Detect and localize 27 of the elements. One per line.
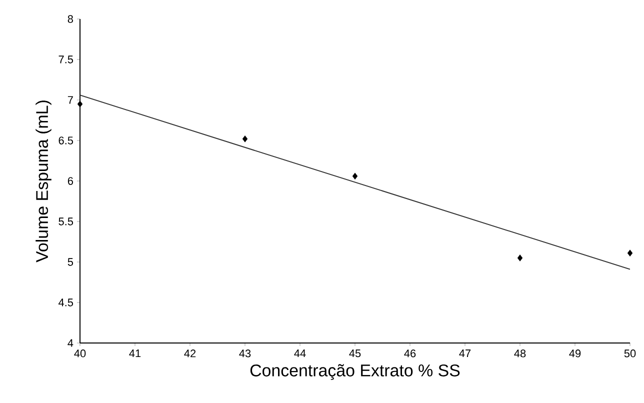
- point: [627, 250, 633, 256]
- y-tick-label: 7.5: [58, 56, 74, 64]
- x-tick-label: 40: [74, 350, 86, 358]
- y-tick-label: 8: [68, 15, 73, 23]
- y-tick-label: 6: [68, 177, 73, 185]
- y-axis-title: Volume Espuma (mL): [36, 100, 52, 262]
- x-tick-label: 44: [294, 350, 306, 358]
- x-tick-label: 47: [459, 350, 471, 358]
- y-tick-label: 4: [68, 339, 74, 347]
- x-tick-label: 43: [239, 350, 251, 358]
- x-tick-label: 50: [624, 350, 636, 358]
- y-tick-label: 5.5: [58, 218, 74, 226]
- x-tick-label: 49: [569, 350, 581, 358]
- point: [517, 254, 523, 262]
- x-tick-label: 41: [129, 350, 141, 358]
- y-tick-label: 6.5: [58, 136, 74, 144]
- point: [77, 100, 83, 108]
- y-tick-label: 5: [68, 258, 74, 266]
- x-tick-label: 46: [404, 350, 416, 358]
- y-tick-label: 7: [68, 96, 73, 104]
- x-tick-label: 48: [514, 350, 526, 358]
- point: [242, 135, 248, 142]
- x-tick-label: 45: [349, 350, 361, 358]
- point: [352, 172, 358, 180]
- y-tick-label: 4.5: [58, 298, 74, 306]
- x-axis-title: Concentração Extrato % SS: [250, 364, 460, 380]
- x-tick-label: 42: [184, 350, 196, 358]
